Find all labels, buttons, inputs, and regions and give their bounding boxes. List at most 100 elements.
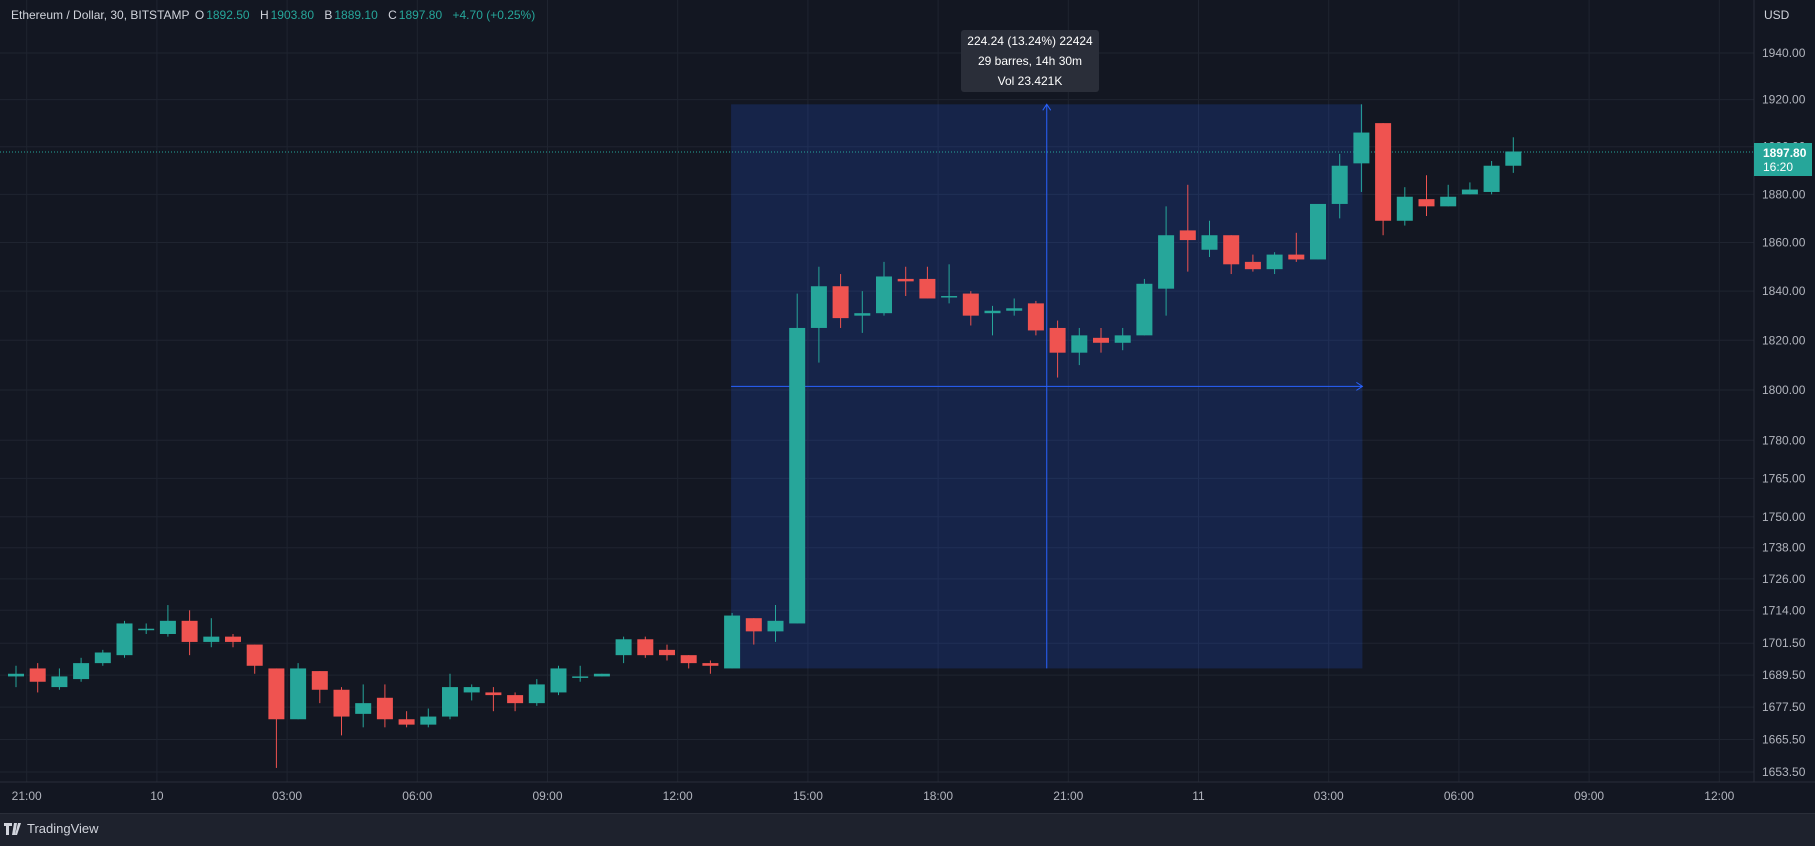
candle	[941, 264, 958, 304]
candle	[550, 665, 567, 696]
price-tick-label: 1738.00	[1762, 541, 1806, 555]
current-price-value: 1897.80	[1763, 146, 1807, 160]
candle	[1288, 232, 1305, 262]
candle	[1049, 320, 1066, 378]
candle	[1483, 160, 1500, 195]
candle-body	[767, 620, 784, 632]
price-tick-label: 1714.00	[1762, 603, 1806, 617]
candle	[1244, 254, 1261, 272]
candle	[290, 663, 307, 720]
grid-lines	[0, 0, 1754, 782]
candle	[1440, 184, 1457, 207]
candle	[572, 665, 589, 682]
candle	[1266, 252, 1283, 275]
candle-body	[832, 286, 849, 319]
price-tick-label: 1860.00	[1762, 235, 1806, 249]
candle	[1006, 298, 1023, 316]
candle-body	[420, 716, 437, 725]
candle-body	[1505, 151, 1522, 166]
candle-body	[854, 313, 871, 316]
candle-body	[116, 623, 133, 656]
symbol-title[interactable]: Ethereum / Dollar, 30, BITSTAMP	[11, 8, 190, 22]
candle	[680, 655, 697, 669]
candle	[876, 261, 892, 316]
candle	[116, 620, 133, 658]
price-tick-label: 1701.50	[1762, 636, 1806, 650]
time-tick-label: 06:00	[1444, 789, 1474, 803]
candle-body	[485, 692, 502, 696]
candle	[767, 605, 784, 642]
price-axis[interactable]: 1940.001920.001900.001880.001860.001840.…	[1762, 46, 1806, 779]
candle-body	[1440, 196, 1457, 207]
current-price-label: 1897.80 16:20	[1754, 143, 1812, 176]
measure-arrowhead-up	[1042, 103, 1052, 111]
candle-body	[724, 615, 741, 669]
price-tick-label: 1677.50	[1762, 700, 1806, 714]
candle	[1375, 123, 1392, 236]
candle-body	[659, 649, 675, 656]
candle	[1505, 137, 1522, 173]
candle	[51, 668, 68, 690]
candle-body	[1483, 165, 1500, 192]
candle-body	[702, 663, 719, 666]
candle	[962, 291, 979, 326]
candle-body	[225, 636, 241, 642]
price-tick-label: 1765.00	[1762, 471, 1806, 485]
candle	[702, 660, 719, 674]
candle-body	[463, 687, 480, 693]
candle	[203, 618, 220, 648]
time-tick-label: 18:00	[923, 789, 953, 803]
candle-body	[810, 286, 827, 328]
bar-countdown: 16:20	[1763, 160, 1794, 174]
candle-body	[876, 276, 892, 314]
time-tick-label: 03:00	[272, 789, 302, 803]
high-label: H	[259, 8, 269, 22]
time-tick-label: 11	[1192, 789, 1205, 803]
candle-body	[1201, 235, 1218, 250]
open-label: O	[194, 8, 205, 22]
measure-bars: 29 barres, 14h 30m	[977, 54, 1083, 68]
price-tick-label: 1840.00	[1762, 284, 1806, 298]
brand-name: TradingView	[27, 821, 99, 836]
symbol-legend: Ethereum / Dollar, 30, BITSTAMP O 1892.50…	[11, 8, 542, 22]
tradingview-logo[interactable]: TradingView	[4, 821, 99, 836]
candle	[528, 679, 545, 706]
candle	[1310, 203, 1326, 260]
candle	[246, 644, 263, 674]
candle-body	[73, 663, 90, 680]
time-tick-label: 09:00	[1574, 789, 1604, 803]
price-tick-label: 1689.50	[1762, 668, 1806, 682]
measure-arrowhead-right	[1356, 381, 1364, 391]
candle	[1353, 104, 1370, 192]
close-value: 1897.80	[398, 8, 443, 22]
candle-body	[1006, 308, 1023, 311]
candle-body	[246, 644, 263, 666]
currency-label[interactable]: USD	[1764, 8, 1790, 22]
candle	[420, 708, 437, 728]
candle-body	[290, 668, 307, 720]
candle-body	[637, 639, 654, 656]
candle	[8, 665, 24, 688]
candle-body	[1244, 261, 1261, 270]
candle	[854, 291, 871, 333]
candle	[724, 612, 741, 669]
candle-body	[181, 620, 198, 642]
candle-body	[1461, 189, 1478, 195]
candle-body	[1310, 203, 1326, 260]
candle	[897, 266, 914, 297]
candle	[637, 636, 654, 658]
price-tick-label: 1940.00	[1762, 46, 1806, 60]
price-tick-label: 1750.00	[1762, 510, 1806, 524]
candle-body	[962, 293, 979, 316]
time-axis[interactable]: 21:00 10 03:00 06:00 09:00 12:00 15:00 18:00 21:…	[12, 789, 1735, 803]
open-value: 1892.50	[206, 8, 250, 22]
candle-body	[1071, 335, 1088, 353]
candle-body	[159, 620, 176, 634]
candle-body	[593, 673, 610, 677]
candle	[376, 684, 393, 728]
candle-body	[528, 684, 545, 704]
candle	[1396, 187, 1413, 226]
candle	[507, 692, 524, 712]
candle-body	[1418, 199, 1435, 207]
